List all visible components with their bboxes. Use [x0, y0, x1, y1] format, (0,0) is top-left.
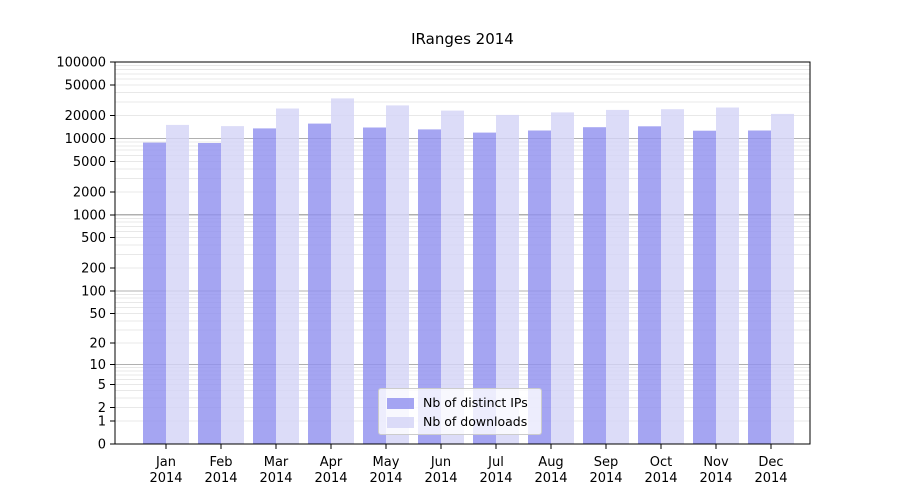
x-tick-label-year: 2014	[149, 471, 182, 486]
x-tick-label-month: Feb	[209, 455, 232, 470]
bar-oct-2014-ips	[638, 126, 661, 445]
legend-swatch-distinct-ips	[387, 397, 414, 409]
legend-item-distinct-ips: Nb of distinct IPs	[387, 395, 533, 411]
bar-feb-2014-downloads	[221, 126, 244, 444]
x-tick-label-year: 2014	[424, 471, 457, 486]
y-tick-label: 2	[98, 401, 106, 416]
y-tick-label: 5	[98, 378, 106, 393]
x-tick-label-year: 2014	[259, 471, 292, 486]
y-tick-label: 5000	[73, 155, 106, 170]
y-tick-label: 1000	[73, 208, 106, 223]
x-tick-label-month: Oct	[650, 455, 672, 470]
x-tick-label-month: Sep	[594, 455, 619, 470]
x-tick-label-year: 2014	[479, 471, 512, 486]
y-tick-label: 20000	[65, 109, 106, 124]
plot-area-frame	[114, 61, 811, 445]
x-tick-label-year: 2014	[699, 471, 732, 486]
y-tick-label: 10000	[65, 132, 106, 147]
bar-jan-2014-ips	[143, 142, 166, 444]
bar-may-2014-downloads	[386, 105, 409, 445]
y-tick-label: 1	[98, 415, 106, 430]
x-tick-label-month: Aug	[538, 455, 563, 470]
y-tick-label: 20	[89, 337, 106, 352]
x-tick-label-year: 2014	[369, 471, 402, 486]
bar-jan-2014-downloads	[166, 124, 189, 445]
x-tick-label-month: Jul	[487, 455, 504, 470]
y-tick-label: 200	[81, 262, 106, 277]
y-tick-label: 100000	[56, 56, 106, 71]
x-tick-label-year: 2014	[644, 471, 677, 486]
y-tick-label: 2000	[73, 185, 106, 200]
bar-nov-2014-downloads	[716, 107, 739, 444]
bar-mar-2014-downloads	[276, 108, 299, 444]
y-tick-label: 0	[98, 438, 106, 453]
x-tick-label-month: Dec	[758, 455, 783, 470]
y-tick-label: 10	[89, 358, 106, 373]
y-tick-label: 100	[81, 284, 106, 299]
x-tick-label-year: 2014	[754, 471, 787, 486]
bar-jun-2014-ips	[418, 129, 441, 444]
bar-may-2014-ips	[363, 127, 386, 444]
y-tick-label: 50	[89, 307, 106, 322]
legend-swatch-downloads	[387, 416, 414, 428]
x-tick-label-year: 2014	[314, 471, 347, 486]
bar-mar-2014-ips	[253, 128, 276, 444]
x-tick-label-month: May	[373, 455, 400, 470]
x-tick-label-month: Apr	[320, 455, 343, 470]
bar-oct-2014-downloads	[661, 109, 684, 444]
bar-dec-2014-ips	[748, 130, 771, 444]
legend-label-distinct-ips: Nb of distinct IPs	[423, 395, 528, 410]
bar-sep-2014-ips	[583, 127, 606, 444]
legend-label-downloads: Nb of downloads	[423, 414, 528, 429]
x-tick-label-month: Jun	[430, 455, 451, 470]
bar-dec-2014-downloads	[771, 113, 794, 445]
bar-nov-2014-ips	[693, 130, 716, 444]
bar-aug-2014-ips	[528, 130, 551, 444]
bar-sep-2014-downloads	[606, 109, 629, 445]
x-tick-label-month: Mar	[264, 455, 289, 470]
y-tick-label: 500	[81, 231, 106, 246]
bar-jul-2014-ips	[473, 132, 496, 444]
chart-title: IRanges 2014	[411, 30, 514, 48]
x-tick-label-month: Nov	[703, 455, 729, 470]
bar-apr-2014-downloads	[331, 98, 354, 445]
bar-feb-2014-ips	[198, 143, 221, 444]
y-tick-label: 50000	[65, 79, 106, 94]
x-tick-label-year: 2014	[589, 471, 622, 486]
bar-aug-2014-downloads	[551, 112, 574, 445]
x-tick-label-year: 2014	[204, 471, 237, 486]
legend-item-downloads: Nb of downloads	[387, 414, 533, 430]
bar-apr-2014-ips	[308, 123, 331, 444]
legend: Nb of distinct IPs Nb of downloads	[378, 388, 542, 435]
x-tick-label-month: Jan	[155, 455, 176, 470]
x-tick-label-year: 2014	[534, 471, 567, 486]
bar-jul-2014-downloads	[496, 114, 519, 445]
bar-jun-2014-downloads	[441, 110, 464, 444]
